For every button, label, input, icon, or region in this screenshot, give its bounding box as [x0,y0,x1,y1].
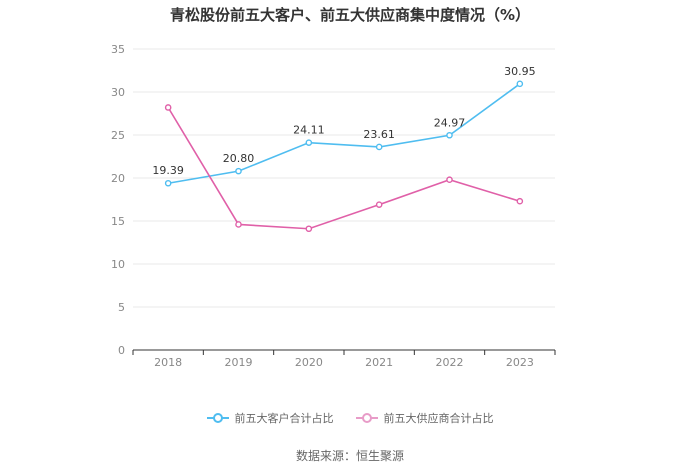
data-point-0 [305,139,313,146]
series-line-1 [167,107,521,230]
y-tick-label: 20 [111,172,125,185]
x-tick-label: 2020 [295,356,323,369]
legend-item-customers[interactable]: 前五大客户合计占比 [206,410,334,426]
data-point-1 [235,221,242,228]
line-chart: 0 5 10 15 20 25 30 35 2018 2019 2020 2021 2022 2023 19… [111,43,556,369]
data-point-0 [516,80,524,88]
legend-item-suppliers[interactable]: 前五大供应商合计占比 [355,410,494,426]
data-point-0 [235,167,242,175]
data-point-1 [305,225,313,233]
y-tick-label: 5 [118,301,125,314]
x-tick-label: 2018 [154,356,182,369]
data-point-1 [164,104,172,111]
legend-marker-suppliers [355,413,378,423]
x-tick-label: 2019 [225,356,253,369]
data-point-0 [164,179,172,187]
data-label: 24.97 [434,116,466,129]
data-label: 23.61 [363,128,395,141]
x-tick-label: 2023 [506,356,534,369]
data-point-0 [375,143,383,151]
legend-label-customers: 前五大客户合计占比 [234,412,334,425]
y-tick-label: 25 [111,129,125,142]
legend-marker-customers [206,413,229,423]
series-line-0 [168,83,521,185]
y-tick-label: 10 [111,258,125,271]
chart-legend: 前五大客户合计占比 前五大供应商合计占比 [0,410,700,426]
data-label: 24.11 [293,124,325,137]
legend-label-suppliers: 前五大供应商合计占比 [383,412,494,425]
data-label: 30.95 [504,65,536,78]
data-label: 20.80 [223,152,255,165]
y-tick-label: 15 [111,215,125,228]
y-tick-label: 30 [111,86,125,99]
data-point-0 [446,131,453,139]
data-source: 数据来源：恒生聚源 [295,449,404,463]
x-tick-label: 2022 [436,356,464,369]
data-point-1 [516,197,524,205]
y-tick-label: 0 [118,344,125,357]
x-tick-label: 2021 [365,356,393,369]
chart-title: 青松股份前五大客户、前五大供应商集中度情况（%） [169,6,531,24]
data-point-1 [446,176,453,184]
data-point-1 [375,201,383,208]
y-tick-label: 35 [111,43,125,56]
data-label: 19.39 [152,164,184,177]
